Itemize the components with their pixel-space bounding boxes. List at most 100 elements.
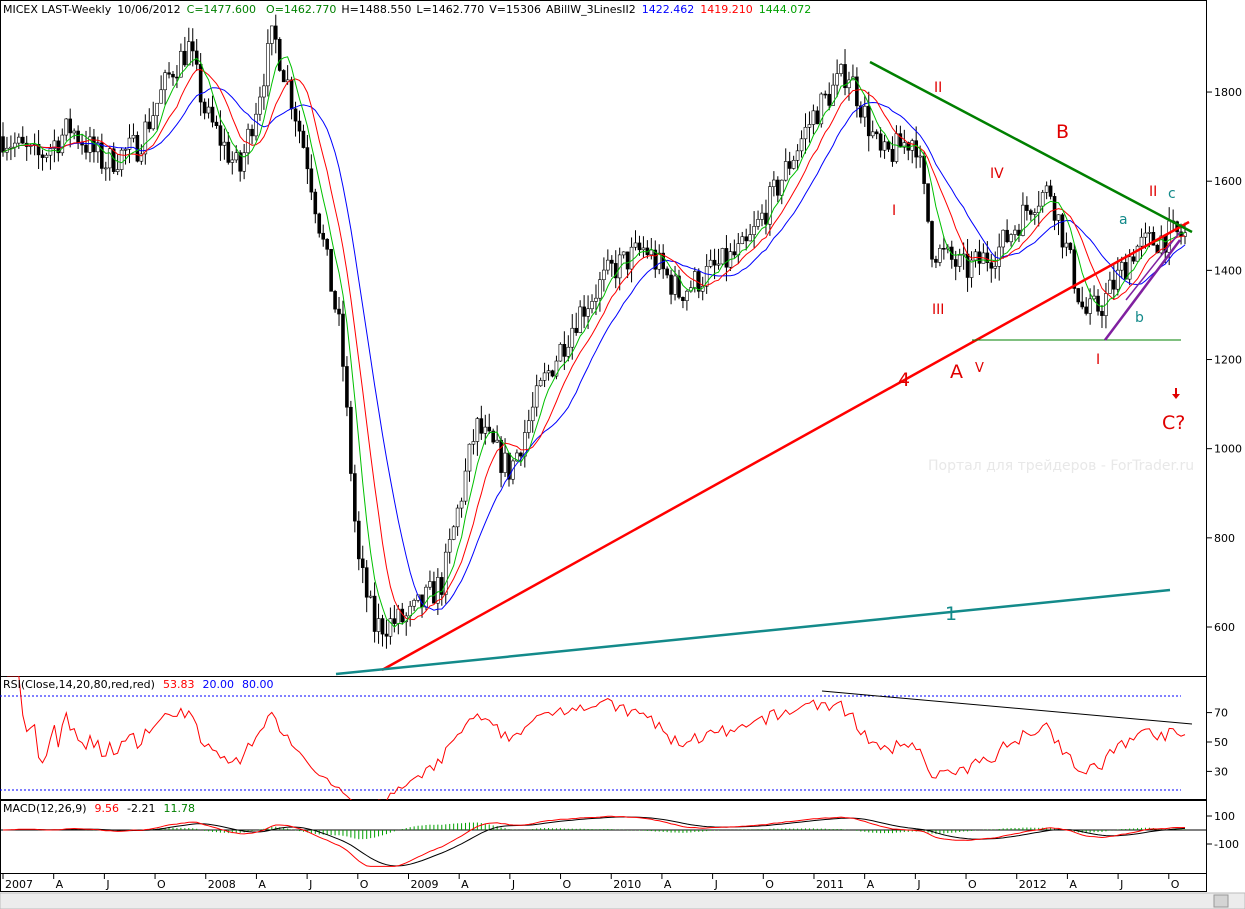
candle xyxy=(1032,208,1037,225)
candle xyxy=(874,129,879,140)
candle xyxy=(321,224,326,247)
rsi-value: 53.83 xyxy=(163,678,195,691)
price-tick-label: 600 xyxy=(1214,621,1235,634)
candle xyxy=(376,603,381,644)
candle xyxy=(329,248,333,292)
header-volume: V=15306 xyxy=(489,3,541,16)
label-a: a xyxy=(1119,212,1128,228)
candle xyxy=(764,199,768,235)
candle xyxy=(1068,242,1073,254)
candle xyxy=(526,409,531,439)
label-B: B xyxy=(1056,121,1069,143)
candle xyxy=(100,133,104,174)
candle xyxy=(495,425,499,444)
candle xyxy=(1143,222,1148,249)
label-IV: IV xyxy=(990,166,1004,182)
rsi-header: RSI(Close,14,20,80,red,red) 53.83 20.00 80.… xyxy=(3,678,273,691)
rsi-level-high: 80.00 xyxy=(242,678,274,691)
candle xyxy=(143,114,148,165)
candle xyxy=(1005,219,1009,244)
candle xyxy=(345,356,349,417)
rsi-title: RSI(Close,14,20,80,red,red) xyxy=(3,678,155,691)
candle xyxy=(270,25,274,56)
time-tick-label: O xyxy=(765,878,774,891)
candle xyxy=(744,228,748,251)
time-tick-label: 2011 xyxy=(816,878,844,891)
candle xyxy=(740,231,745,245)
candle xyxy=(843,49,847,96)
candle xyxy=(768,181,772,236)
candle xyxy=(926,183,930,224)
candle xyxy=(566,335,571,362)
main-panel xyxy=(0,0,1207,677)
candle xyxy=(1001,229,1005,259)
candle xyxy=(1115,257,1120,296)
candle xyxy=(281,69,286,83)
candle xyxy=(878,127,883,158)
candle xyxy=(388,607,393,645)
header-open: O=1462.770 xyxy=(266,3,336,16)
candle xyxy=(756,210,760,230)
candle xyxy=(9,135,13,161)
candle xyxy=(835,59,839,98)
candle xyxy=(641,236,646,258)
green-resistance-line xyxy=(869,60,1193,234)
header-value-blue: 1422.462 xyxy=(642,3,695,16)
candle xyxy=(621,251,626,259)
candle xyxy=(84,130,88,160)
macd-tick-label: 100 xyxy=(1214,810,1235,823)
time-tick-label: A xyxy=(664,878,672,891)
horizontal-scrollbar[interactable] xyxy=(0,892,1245,909)
candle xyxy=(799,130,804,158)
candle xyxy=(135,131,140,163)
candle xyxy=(669,269,673,305)
candle xyxy=(859,101,863,124)
macd-header: MACD(12,26,9) 9.56 -2.21 11.78 xyxy=(3,802,195,815)
candle xyxy=(305,134,310,185)
candle xyxy=(819,92,824,128)
candle xyxy=(791,155,796,170)
watermark: Портал для трейдеров - ForTrader.ru xyxy=(928,458,1194,474)
candle xyxy=(776,176,780,203)
candle xyxy=(183,36,187,67)
candle xyxy=(226,132,231,165)
candle xyxy=(301,124,306,149)
candle xyxy=(44,152,49,163)
candle xyxy=(1009,233,1013,247)
candle xyxy=(1159,225,1164,257)
label-4: 4 xyxy=(898,369,910,391)
candle xyxy=(578,300,582,334)
candle xyxy=(250,124,254,145)
candle xyxy=(866,91,871,152)
candle xyxy=(1060,213,1065,259)
red-trendline-4 xyxy=(381,220,1190,672)
ma-green-line xyxy=(2,56,1186,628)
candle xyxy=(1036,191,1041,227)
scrollbar-thumb[interactable] xyxy=(1213,894,1229,908)
ma-blue-line xyxy=(2,87,1186,611)
time-tick-label: 2009 xyxy=(410,878,438,891)
time-tick-label: A xyxy=(461,878,469,891)
candle xyxy=(206,98,211,119)
header-high: H=1488.550 xyxy=(341,3,411,16)
candle xyxy=(159,75,163,104)
time-tick-label: J xyxy=(308,878,312,891)
candle xyxy=(1100,304,1104,328)
header-indicator: ABillW_3LinesII2 xyxy=(546,3,636,16)
candle xyxy=(297,110,302,144)
candle xyxy=(258,86,262,121)
candle xyxy=(471,429,476,455)
candle xyxy=(708,249,713,269)
candle xyxy=(341,300,345,382)
candle xyxy=(17,133,21,149)
candle xyxy=(997,233,1002,281)
candle xyxy=(1044,181,1049,200)
candle xyxy=(989,254,994,283)
time-axis-panel xyxy=(0,873,1207,892)
candle xyxy=(68,108,73,148)
candle xyxy=(803,113,808,154)
candle xyxy=(606,249,610,275)
candle xyxy=(1064,232,1069,257)
candle xyxy=(1029,208,1033,221)
header-close: C=1477.600 xyxy=(187,3,256,16)
